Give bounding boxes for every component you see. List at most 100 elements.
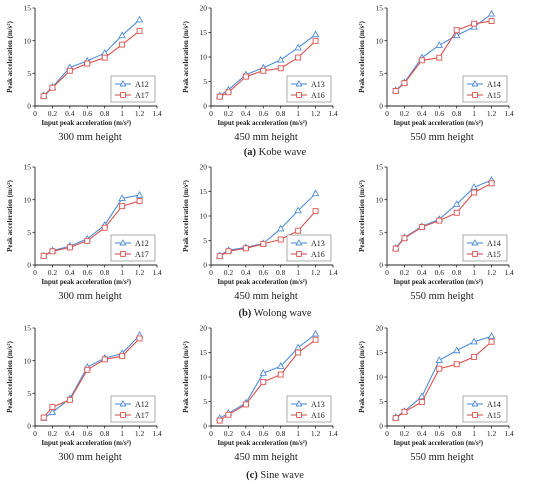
y-tick-label: 5: [203, 236, 207, 245]
data-point: [453, 361, 460, 368]
x-tick-label: 0.8: [100, 429, 110, 438]
data-point: [48, 408, 57, 415]
data-point: [392, 88, 399, 94]
data-point: [101, 356, 108, 363]
data-point: [40, 252, 47, 259]
x-axis-title: Input peak acceleration (m/s²): [41, 119, 131, 127]
y-axis-title: Peak acceleration (m/s²): [182, 179, 190, 251]
legend-label: A14: [487, 239, 501, 248]
y-tick-label: 10: [24, 356, 32, 365]
data-point: [49, 404, 56, 411]
legend-label: A14: [487, 80, 501, 89]
legend-marker-square-icon: [472, 251, 478, 257]
x-tick-label: 1: [296, 268, 300, 277]
y-tick-label: 15: [376, 348, 384, 357]
legend-box: [110, 75, 156, 103]
y-axis-title: Peak acceleration (m/s²): [6, 20, 14, 92]
y-tick-label: 0: [203, 422, 207, 431]
x-tick-label: 0.4: [417, 268, 427, 277]
legend-marker-square-icon: [120, 412, 126, 418]
x-tick-label: 1.2: [135, 429, 145, 438]
data-point: [312, 336, 319, 343]
x-tick-label: 1.2: [487, 268, 497, 277]
data-point: [470, 337, 478, 345]
data-point: [401, 235, 408, 242]
legend-label: A13: [311, 400, 325, 409]
legend-label: A12: [135, 80, 149, 89]
x-tick-label: 0.4: [417, 429, 427, 438]
x-tick-label: 1: [120, 268, 124, 277]
caption-tag: (b): [238, 308, 251, 319]
data-point: [136, 27, 143, 34]
x-tick-label: 0.6: [83, 268, 93, 277]
data-point: [435, 41, 444, 48]
group-caption: (b) Wolong wave: [238, 308, 311, 319]
x-tick-label: 0.8: [452, 429, 462, 438]
data-point: [401, 408, 408, 415]
data-point: [242, 401, 249, 408]
x-tick-label: 0: [33, 429, 37, 438]
data-point: [49, 84, 56, 91]
y-tick-label: 10: [376, 36, 384, 45]
data-point: [136, 335, 143, 342]
data-point: [418, 392, 426, 400]
data-point: [453, 27, 460, 34]
group-caption: (c) Sine wave: [246, 470, 304, 481]
x-tick-label: 1.2: [311, 429, 321, 438]
data-point: [295, 227, 302, 234]
caption-text: Sine wave: [258, 470, 304, 481]
x-tick-label: 0.4: [241, 429, 251, 438]
x-tick-label: 1.2: [487, 429, 497, 438]
x-axis-title: Input peak acceleration (m/s²): [393, 278, 483, 286]
data-point: [488, 18, 495, 25]
caption-tag: (a): [244, 147, 257, 158]
legend-marker-square-icon: [120, 251, 126, 257]
data-point: [435, 356, 444, 363]
data-point: [418, 399, 425, 405]
x-axis-title: Input peak acceleration (m/s²): [217, 119, 307, 127]
panel-height-label: 300 mm height: [58, 452, 122, 463]
chart-panel: 0 0.2 0.4 0.6 0.8 1 1.2 1.4 0 5 10 15 Input peak acc…: [6, 163, 162, 302]
x-tick-label: 0: [385, 109, 389, 118]
y-tick-label: 10: [200, 212, 208, 221]
data-point: [84, 237, 91, 244]
data-point: [119, 353, 126, 360]
legend-marker-square-icon: [120, 92, 126, 98]
legend-box: [462, 234, 508, 262]
legend-box: [110, 234, 156, 262]
x-tick-label: 1.4: [504, 268, 514, 277]
y-tick-label: 0: [379, 422, 383, 431]
panel-height-label: 450 mm height: [234, 291, 298, 302]
x-tick-label: 0.4: [65, 429, 75, 438]
x-tick-label: 0.4: [65, 109, 75, 118]
y-axis-title: Peak acceleration (m/s²): [358, 179, 366, 251]
caption-text: Wolong wave: [251, 308, 312, 319]
x-tick-label: 0.6: [435, 268, 445, 277]
data-point: [136, 198, 143, 204]
data-point: [259, 368, 268, 376]
legend-marker-triangle-icon: [119, 400, 127, 407]
chart-panel: 0 0.2 0.4 0.6 0.8 1 1.2 1.4 0 5 10 15 20 Input peak a…: [358, 324, 514, 463]
data-point: [470, 183, 478, 190]
y-tick-label: 0: [27, 261, 31, 270]
panel-height-label: 450 mm height: [234, 132, 298, 143]
legend-label: A16: [311, 250, 325, 259]
panel-height-label: 300 mm height: [58, 291, 122, 302]
data-point: [471, 353, 478, 360]
panel-height-label: 450 mm height: [234, 452, 298, 463]
data-point: [66, 67, 73, 74]
y-tick-label: 10: [200, 373, 208, 382]
y-tick-label: 10: [24, 195, 32, 204]
group-caption: (a) Kobe wave: [244, 147, 307, 158]
x-tick-label: 0: [385, 429, 389, 438]
data-point: [118, 194, 126, 202]
data-point: [119, 203, 126, 210]
legend-marker-triangle-icon: [471, 400, 479, 407]
data-point: [84, 366, 91, 373]
legend-label: A15: [487, 91, 501, 100]
y-tick-label: 5: [379, 228, 383, 237]
data-point: [101, 54, 108, 61]
